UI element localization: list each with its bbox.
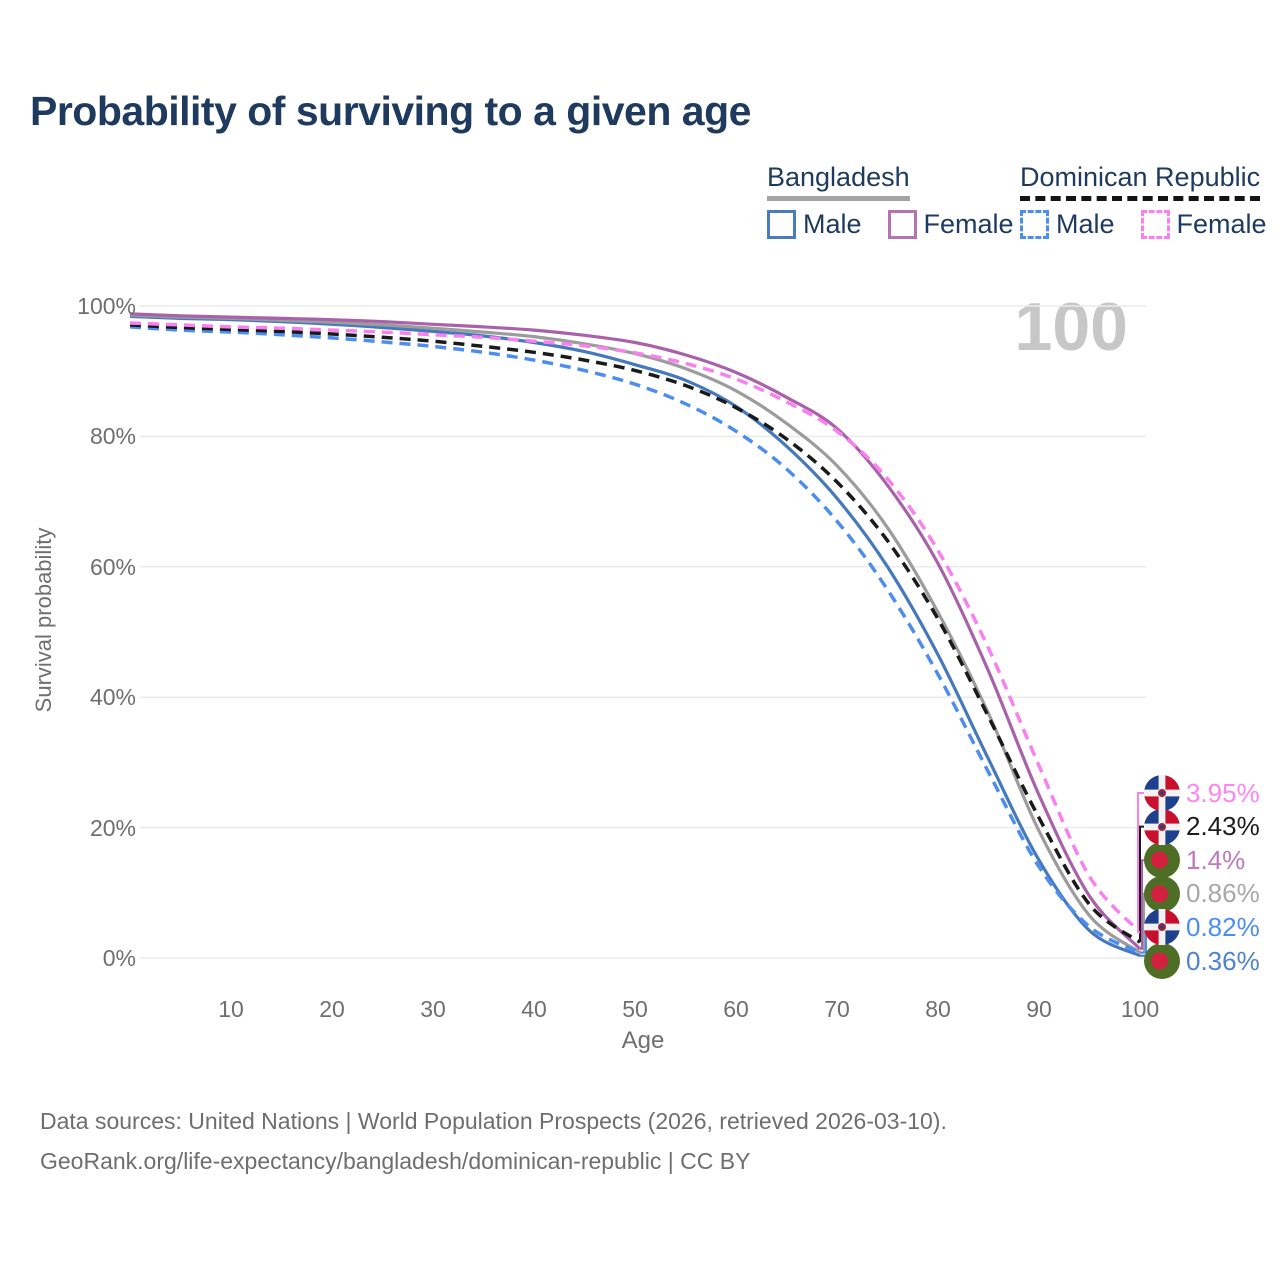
end-label-value: 2.43% <box>1186 811 1260 842</box>
leader-dr-male <box>1140 927 1147 954</box>
legend-item-bangladesh-female[interactable]: Female <box>887 209 1014 240</box>
y-tick-60: 60% <box>89 553 136 580</box>
x-axis-title: Age <box>621 1027 665 1054</box>
legend-item-bangladesh-male[interactable]: Male <box>767 209 862 240</box>
y-tick-100: 100% <box>77 293 136 319</box>
curve-dr-both <box>129 323 1142 944</box>
legend-group-dominican-republic: Dominican Republic Male Female <box>1020 162 1267 240</box>
bangladesh-flag-icon <box>1144 943 1180 979</box>
legend-group-bangladesh: Bangladesh Male Female <box>767 162 1014 240</box>
curve-bd-male <box>129 314 1141 958</box>
x-tick-70: 70 <box>824 996 850 1022</box>
legend-label: Male <box>803 209 862 239</box>
legend-label: Male <box>1056 209 1115 239</box>
legend-swatch-dominican-republic-female <box>1140 210 1170 239</box>
y-tick-40: 40% <box>89 684 136 711</box>
y-tick-0: 0% <box>102 945 136 971</box>
dominican-republic-flag-icon <box>1144 909 1180 946</box>
footer-data-sources: Data sources: United Nations | World Pop… <box>40 1108 947 1134</box>
legend-label: Female <box>923 209 1014 239</box>
curve-dr-female <box>129 321 1142 934</box>
end-label-bd-both: 0.86% <box>1144 875 1260 912</box>
end-label-value: 0.82% <box>1186 911 1260 942</box>
legend-swatch-bangladesh-female <box>887 210 917 239</box>
footer-attribution: GeoRank.org/life-expectancy/bangladesh/d… <box>40 1148 751 1174</box>
curve-dr-male <box>129 325 1141 955</box>
y-axis-title: Survival probability <box>31 527 56 713</box>
x-tick-100: 100 <box>1120 996 1160 1022</box>
dominican-republic-flag-icon <box>1144 808 1180 845</box>
end-label-value: 0.86% <box>1186 878 1260 909</box>
end-label-dr-male: 0.82% <box>1144 909 1260 946</box>
x-tick-80: 80 <box>925 996 951 1022</box>
gridlines <box>140 305 1146 959</box>
y-tick-80: 80% <box>89 423 136 450</box>
x-tick-60: 60 <box>723 996 749 1022</box>
legend-item-dominican-republic-male[interactable]: Male <box>1020 209 1115 240</box>
end-label-dr-both: 2.43% <box>1144 808 1260 845</box>
dominican-republic-flag-icon <box>1144 775 1180 811</box>
legend-swatch-dominican-republic-male <box>1020 210 1049 239</box>
end-label-dr-female: 3.95% <box>1144 775 1260 811</box>
legend-header-dominican-republic: Dominican Republic <box>1020 162 1261 201</box>
curve-bd-female <box>129 312 1142 951</box>
age-counter-watermark: 100 <box>1014 289 1128 365</box>
end-label-value: 3.95% <box>1186 777 1260 808</box>
survival-curves <box>129 312 1142 958</box>
page-title: Probability of surviving to a given age <box>30 88 751 134</box>
end-label-bd-male: 0.36% <box>1144 943 1260 979</box>
leader-dr-female <box>1137 792 1146 934</box>
legend-item-dominican-republic-female[interactable]: Female <box>1140 209 1267 240</box>
x-tick-20: 20 <box>319 996 345 1022</box>
end-label-value: 1.4% <box>1186 844 1246 875</box>
x-tick-10: 10 <box>218 996 244 1022</box>
x-tick-30: 30 <box>420 996 446 1022</box>
legend-header-bangladesh: Bangladesh <box>767 162 910 201</box>
y-tick-20: 20% <box>89 814 136 841</box>
bangladesh-flag-icon <box>1144 842 1180 879</box>
end-label-bd-female: 1.4% <box>1144 842 1246 879</box>
x-tick-90: 90 <box>1026 996 1052 1022</box>
bangladesh-flag-icon <box>1144 875 1180 912</box>
end-label-value: 0.36% <box>1186 945 1260 976</box>
x-tick-40: 40 <box>521 996 547 1022</box>
curve-bd-both <box>129 313 1141 954</box>
legend-swatch-bangladesh-male <box>767 210 796 239</box>
x-tick-50: 50 <box>622 996 648 1022</box>
legend-label: Female <box>1176 209 1267 239</box>
leader-bd-female <box>1140 859 1146 950</box>
